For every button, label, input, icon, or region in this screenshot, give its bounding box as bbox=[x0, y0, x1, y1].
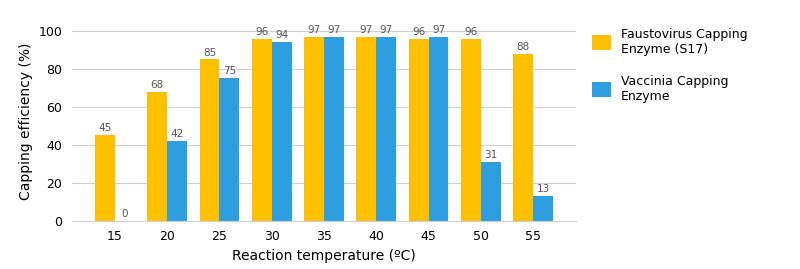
Text: 97: 97 bbox=[327, 25, 341, 35]
Bar bbox=[324, 37, 344, 221]
Bar bbox=[95, 135, 114, 221]
Text: 85: 85 bbox=[203, 48, 216, 58]
Bar bbox=[199, 59, 219, 221]
Bar bbox=[409, 38, 429, 221]
Bar bbox=[514, 54, 534, 221]
Bar bbox=[167, 141, 187, 221]
Bar bbox=[147, 92, 167, 221]
Text: 0: 0 bbox=[122, 209, 128, 219]
Text: 97: 97 bbox=[307, 25, 321, 35]
Bar bbox=[534, 196, 553, 221]
Bar bbox=[429, 37, 449, 221]
Text: 97: 97 bbox=[360, 25, 373, 35]
X-axis label: Reaction temperature (ºC): Reaction temperature (ºC) bbox=[232, 249, 416, 263]
Text: 88: 88 bbox=[517, 42, 530, 52]
Text: 31: 31 bbox=[484, 150, 498, 160]
Text: 96: 96 bbox=[464, 27, 478, 37]
Bar bbox=[219, 78, 239, 221]
Text: 97: 97 bbox=[380, 25, 393, 35]
Bar bbox=[272, 43, 291, 221]
Bar bbox=[357, 37, 376, 221]
Text: 96: 96 bbox=[412, 27, 426, 37]
Text: 45: 45 bbox=[98, 123, 111, 133]
Text: 97: 97 bbox=[432, 25, 445, 35]
Text: 94: 94 bbox=[275, 30, 288, 40]
Text: 96: 96 bbox=[255, 27, 268, 37]
Bar bbox=[481, 162, 501, 221]
Text: 13: 13 bbox=[537, 184, 550, 194]
Bar bbox=[304, 37, 324, 221]
Legend: Faustovirus Capping
Enzyme (S17), Vaccinia Capping
Enzyme: Faustovirus Capping Enzyme (S17), Vaccin… bbox=[592, 28, 748, 102]
Text: 75: 75 bbox=[222, 66, 236, 76]
Text: 68: 68 bbox=[150, 80, 164, 90]
Bar bbox=[376, 37, 396, 221]
Y-axis label: Capping efficiency (%): Capping efficiency (%) bbox=[19, 42, 33, 200]
Bar bbox=[252, 38, 272, 221]
Text: 42: 42 bbox=[170, 129, 184, 139]
Bar bbox=[461, 38, 481, 221]
